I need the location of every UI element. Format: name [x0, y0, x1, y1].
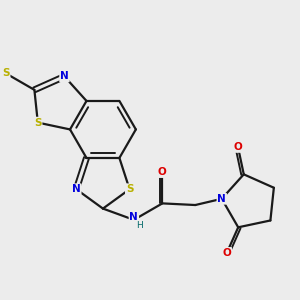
Text: H: H	[136, 221, 143, 230]
Text: N: N	[218, 194, 226, 204]
Text: O: O	[234, 142, 242, 152]
Text: N: N	[130, 212, 138, 222]
Text: N: N	[72, 184, 81, 194]
Text: S: S	[126, 184, 133, 194]
Text: S: S	[2, 68, 10, 78]
Text: N: N	[60, 71, 69, 82]
Text: O: O	[222, 248, 231, 258]
Text: S: S	[34, 118, 42, 128]
Text: O: O	[158, 167, 167, 177]
